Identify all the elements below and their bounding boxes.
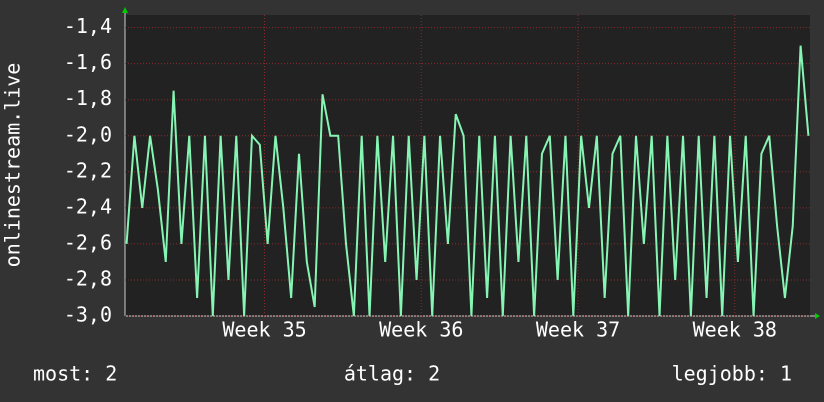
axis-arrow [815, 313, 820, 319]
footer-text: legjobb: 1 [672, 362, 792, 386]
y-axis-label: onlinestream.live [1, 63, 25, 268]
y-tick-label: -1,6 [64, 50, 112, 74]
x-tick-label: Week 38 [693, 318, 777, 342]
y-tick-label: -1,8 [64, 86, 112, 110]
footer-text: átlag: 2 [344, 362, 440, 386]
x-tick-label: Week 35 [222, 318, 306, 342]
data-line [125, 45, 810, 316]
y-tick-label: -3,0 [64, 303, 112, 327]
y-tick-label: -2,6 [64, 230, 112, 254]
y-tick-label: -2,8 [64, 266, 112, 290]
axis-arrow [122, 7, 128, 13]
y-tick-label: -2,2 [64, 158, 112, 182]
x-tick-label: Week 36 [379, 318, 463, 342]
y-tick-label: -2,0 [64, 122, 112, 146]
footer-text: most: 2 [33, 362, 117, 386]
y-tick-label: -1,4 [64, 14, 112, 38]
y-tick-label: -2,4 [64, 194, 112, 218]
x-tick-label: Week 37 [536, 318, 620, 342]
plot-area [125, 15, 810, 316]
